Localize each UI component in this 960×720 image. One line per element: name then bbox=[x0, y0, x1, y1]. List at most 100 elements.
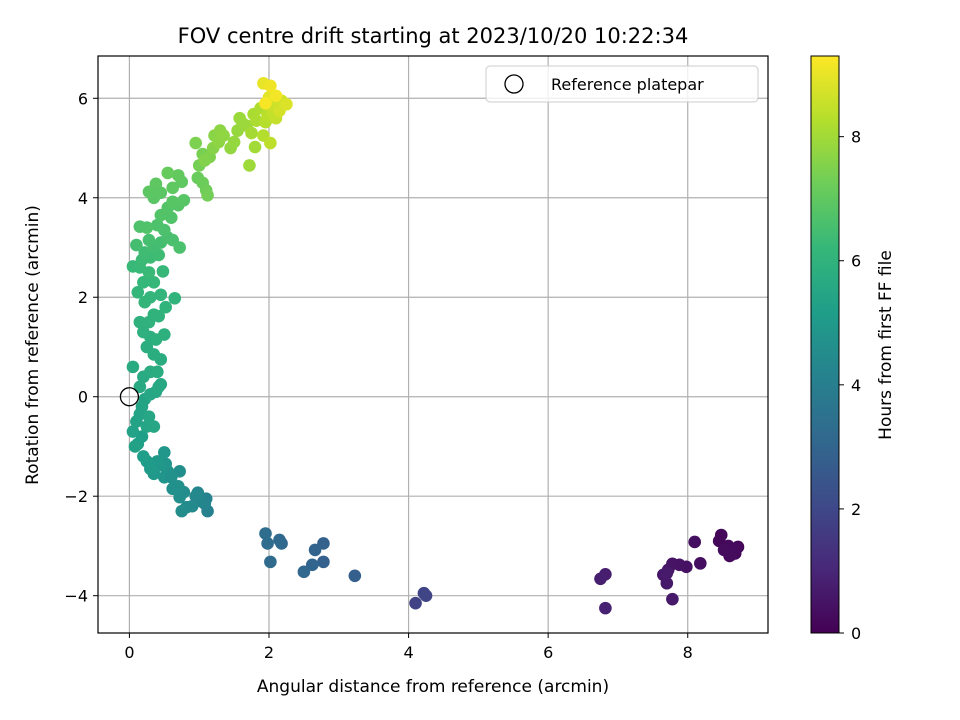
colorbar-tick-label: 0 bbox=[851, 624, 861, 643]
data-point bbox=[133, 380, 147, 394]
data-point bbox=[126, 425, 140, 438]
colorbar: 0 2 4 6 8 Hours from first FF file bbox=[810, 55, 896, 643]
data-point bbox=[166, 181, 179, 195]
data-point bbox=[154, 377, 168, 391]
data-point bbox=[317, 555, 330, 569]
data-point bbox=[273, 533, 286, 547]
data-point bbox=[175, 504, 189, 518]
data-point bbox=[140, 221, 154, 234]
data-point bbox=[128, 440, 142, 453]
colorbar-tick-label: 6 bbox=[851, 252, 861, 271]
data-point bbox=[138, 246, 152, 259]
data-point bbox=[147, 420, 161, 433]
data-point bbox=[189, 136, 203, 150]
x-tick-label: 0 bbox=[124, 643, 134, 662]
data-point bbox=[694, 557, 707, 570]
reference-platepar-marker bbox=[119, 387, 140, 407]
data-point bbox=[173, 241, 186, 254]
x-tick-label: 4 bbox=[403, 643, 413, 662]
data-point bbox=[409, 596, 422, 610]
data-point bbox=[189, 489, 203, 503]
legend: Reference platepar bbox=[485, 65, 759, 103]
data-point bbox=[305, 558, 319, 572]
data-point bbox=[245, 126, 258, 140]
data-point bbox=[259, 527, 272, 540]
data-point bbox=[297, 565, 311, 579]
data-point bbox=[130, 238, 143, 252]
data-point bbox=[164, 471, 178, 484]
data-point bbox=[137, 276, 150, 289]
colorbar-tick-label: 8 bbox=[851, 128, 861, 147]
data-point bbox=[161, 166, 175, 180]
axis-ticks: 0 2 4 6 8 −4 −2 0 2 4 6 bbox=[64, 89, 692, 662]
x-tick-label: 2 bbox=[264, 643, 274, 662]
legend-marker-icon bbox=[504, 74, 524, 94]
data-point bbox=[201, 188, 214, 202]
data-point bbox=[147, 276, 161, 289]
data-point bbox=[137, 450, 150, 463]
data-point bbox=[133, 315, 147, 329]
data-point bbox=[152, 309, 166, 323]
colorbar-label: Hours from first FF file bbox=[876, 250, 896, 440]
colorbar-fill bbox=[811, 56, 839, 633]
data-point bbox=[142, 410, 156, 423]
data-point bbox=[171, 169, 185, 182]
data-point bbox=[599, 601, 612, 615]
data-points bbox=[126, 77, 745, 615]
data-point bbox=[166, 482, 179, 496]
data-point bbox=[140, 340, 154, 354]
data-point bbox=[280, 97, 293, 111]
y-tick-label: 4 bbox=[78, 189, 88, 208]
colorbar-ticks: 0 2 4 6 8 bbox=[839, 128, 861, 643]
data-point bbox=[159, 300, 172, 314]
data-point bbox=[158, 446, 171, 459]
data-point bbox=[142, 266, 156, 279]
data-point bbox=[264, 136, 277, 150]
data-point bbox=[138, 295, 152, 309]
data-point bbox=[227, 135, 241, 149]
data-point bbox=[261, 537, 274, 550]
x-tick-label: 8 bbox=[683, 643, 693, 662]
data-point bbox=[166, 195, 179, 209]
legend-label: Reference platepar bbox=[551, 75, 704, 94]
data-point bbox=[177, 193, 191, 207]
data-point bbox=[419, 589, 433, 602]
colorbar-tick-label: 4 bbox=[851, 376, 861, 395]
data-point bbox=[660, 576, 674, 590]
data-point bbox=[158, 328, 171, 341]
data-point bbox=[151, 365, 164, 379]
data-point bbox=[137, 325, 150, 339]
data-point bbox=[154, 288, 168, 302]
x-axis-label: Angular distance from reference (arcmin) bbox=[257, 677, 609, 697]
colorbar-frame bbox=[810, 55, 840, 634]
data-point bbox=[131, 285, 145, 299]
data-point bbox=[264, 79, 277, 93]
data-point bbox=[308, 543, 322, 557]
y-axis-label: Rotation from reference (arcmin) bbox=[23, 205, 43, 485]
data-point bbox=[126, 360, 140, 374]
data-point bbox=[198, 154, 212, 167]
data-point bbox=[164, 211, 178, 224]
data-point bbox=[269, 89, 283, 103]
data-point bbox=[248, 140, 262, 154]
data-point bbox=[259, 96, 272, 110]
y-tick-label: 0 bbox=[78, 388, 88, 407]
data-point bbox=[149, 177, 163, 191]
legend-box bbox=[485, 65, 759, 103]
data-point bbox=[348, 569, 362, 583]
data-point bbox=[660, 567, 674, 580]
data-point bbox=[217, 129, 230, 142]
data-point bbox=[264, 555, 277, 569]
plot-frame bbox=[97, 55, 769, 634]
y-tick-label: −4 bbox=[64, 587, 88, 606]
chart-title: FOV centre drift starting at 2023/10/20 … bbox=[178, 24, 689, 48]
data-point bbox=[717, 543, 731, 557]
data-point bbox=[151, 218, 164, 232]
data-point bbox=[156, 265, 170, 278]
data-point bbox=[243, 159, 256, 172]
y-tick-label: 6 bbox=[78, 89, 88, 108]
reference-marker-layer bbox=[119, 387, 140, 407]
data-point bbox=[142, 233, 156, 247]
data-point bbox=[666, 592, 679, 606]
